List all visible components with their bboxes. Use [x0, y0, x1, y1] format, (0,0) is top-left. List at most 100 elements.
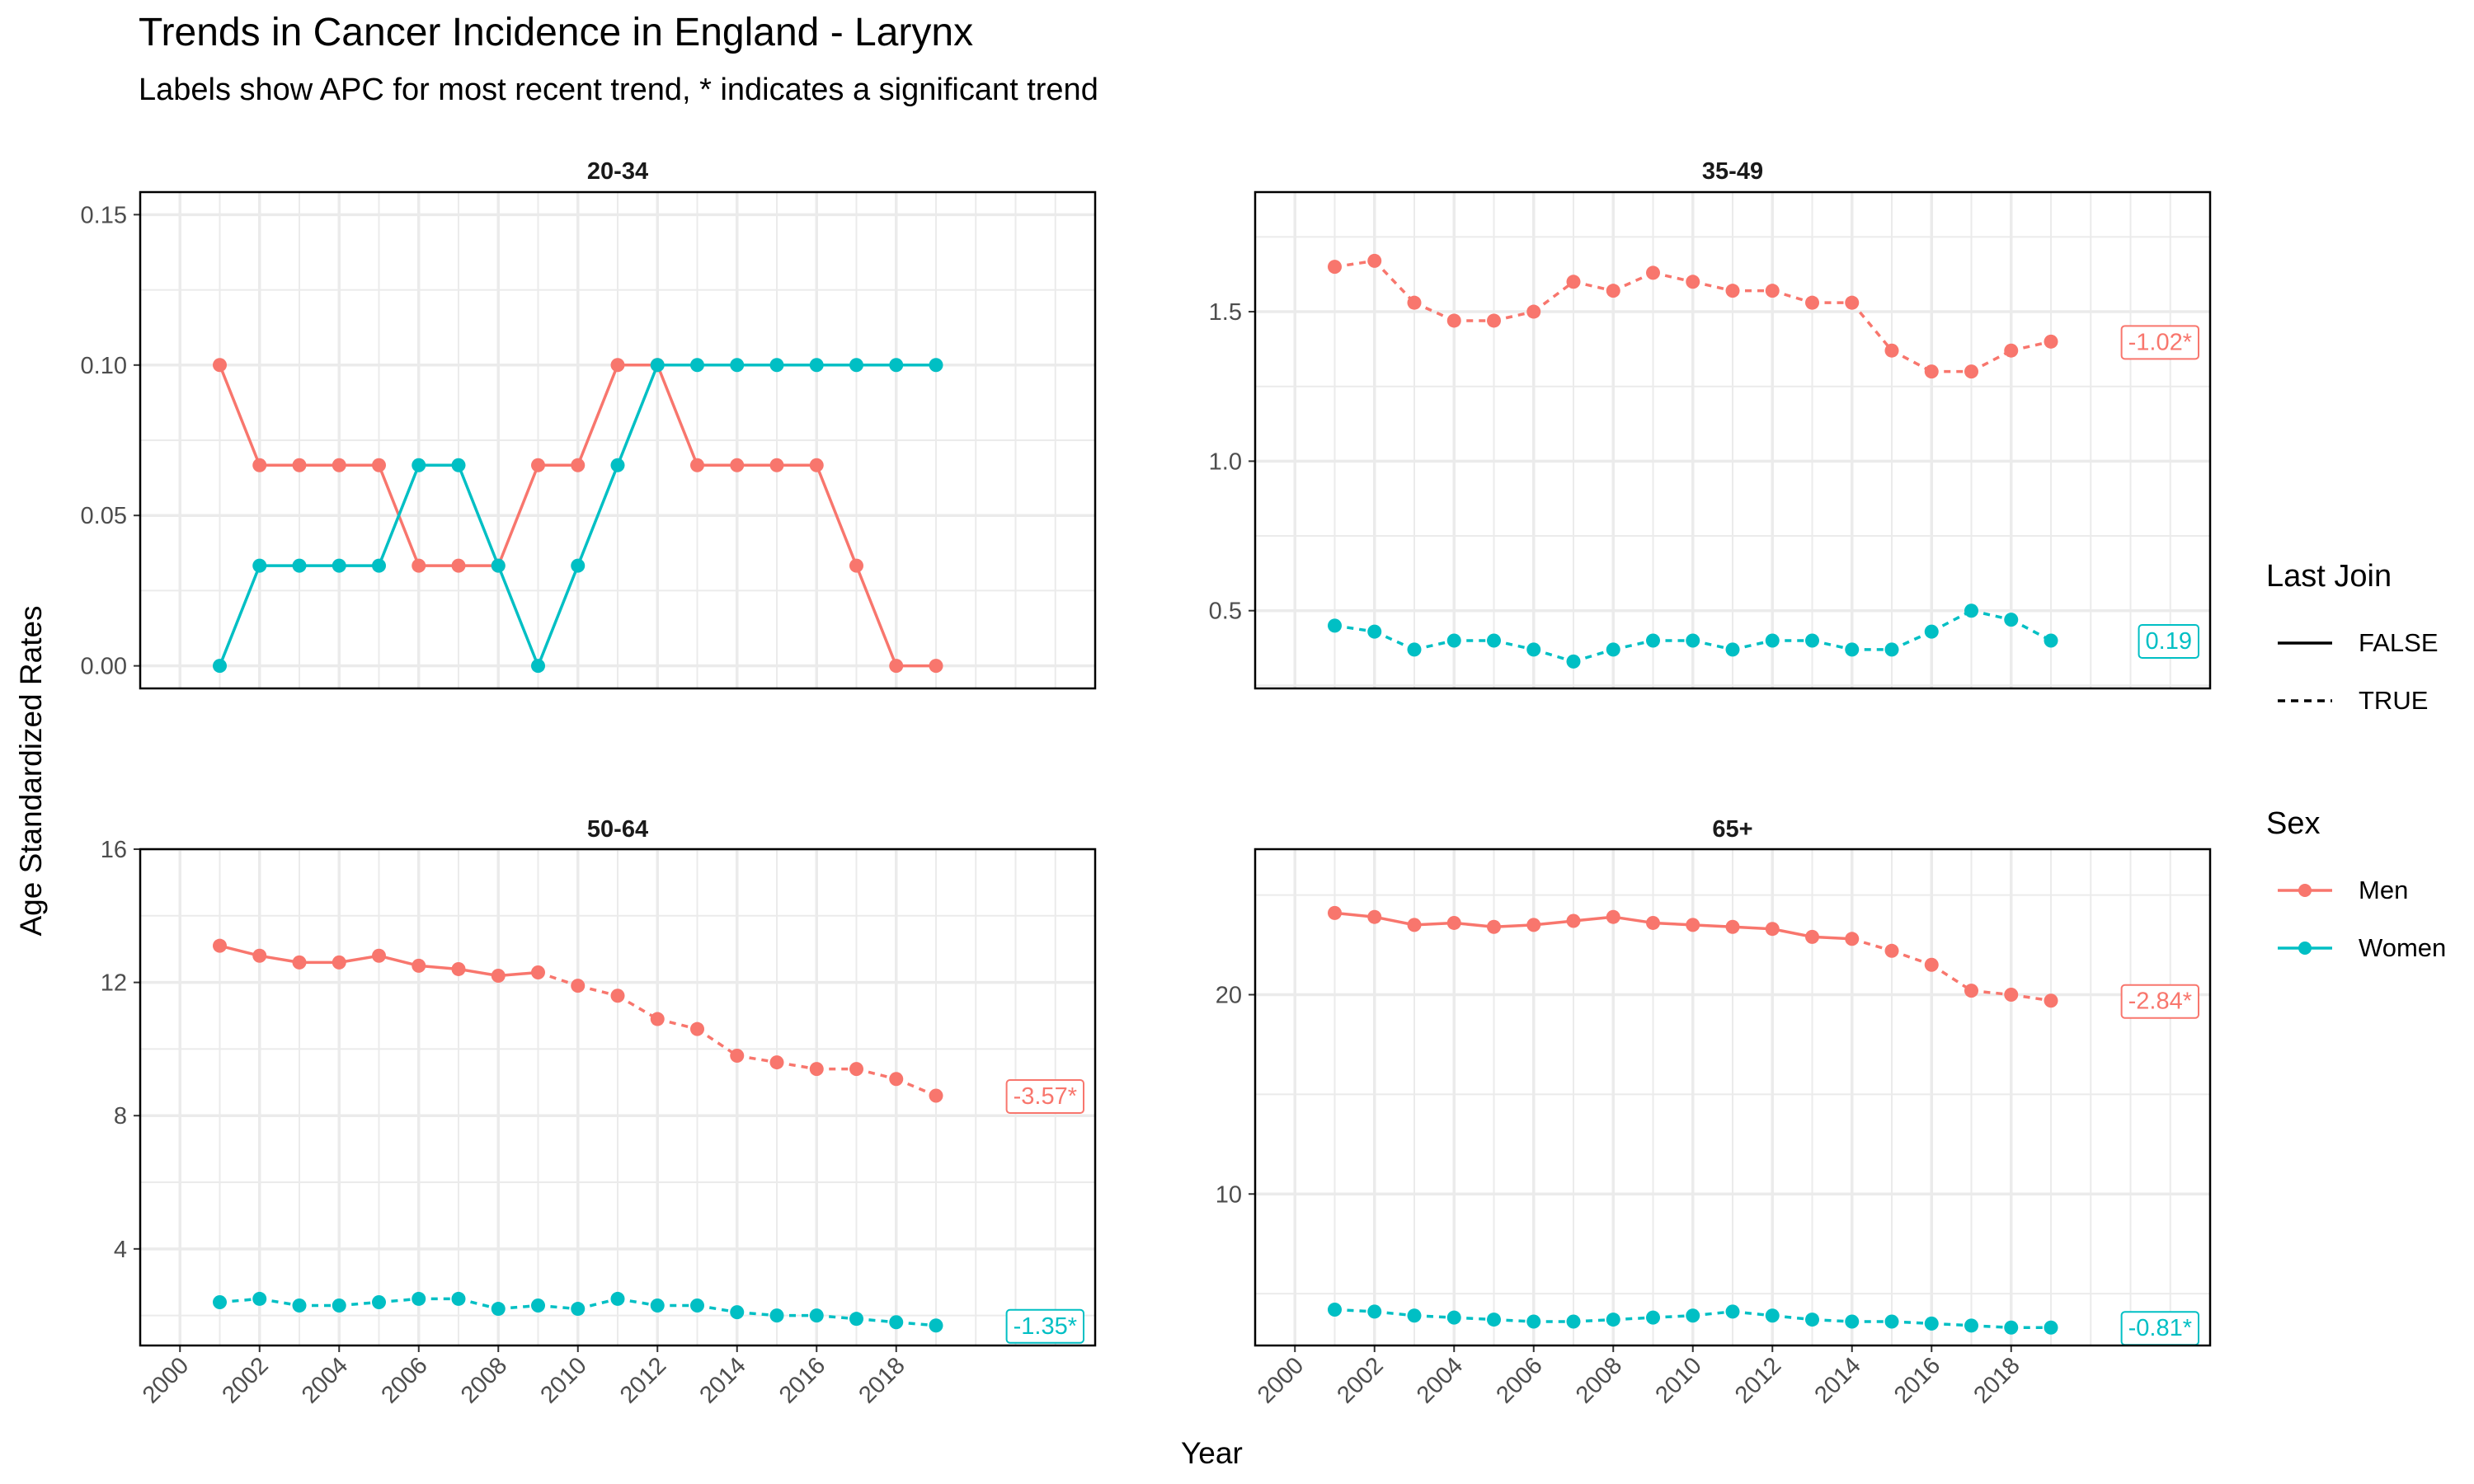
- series-line-women: [2010, 618, 2052, 642]
- data-point-women: [730, 358, 745, 373]
- apc-label-box-women: [1005, 1308, 1084, 1344]
- data-point-women: [213, 1294, 227, 1309]
- data-point-women: [1487, 633, 1501, 648]
- data-point-women: [1646, 1310, 1660, 1325]
- data-point-men: [1487, 313, 1501, 328]
- data-point-women: [292, 558, 307, 573]
- data-point-women: [1328, 618, 1342, 633]
- apc-label-women: -1.35*: [1014, 1313, 1077, 1340]
- data-point-men: [889, 1072, 904, 1087]
- data-point-men: [1407, 295, 1422, 310]
- data-point-women: [730, 1305, 745, 1320]
- data-point-men: [730, 458, 745, 472]
- data-point-women: [292, 1298, 307, 1313]
- y-tick-label: 16: [101, 837, 127, 863]
- apc-label-box-women: [2138, 623, 2199, 659]
- data-point-women: [809, 358, 824, 373]
- apc-label-women: -0.81*: [2128, 1315, 2192, 1341]
- data-point-men: [809, 458, 824, 472]
- data-point-men: [531, 965, 545, 979]
- data-point-women: [690, 1298, 704, 1313]
- data-point-men: [2044, 993, 2058, 1008]
- data-point-men: [292, 955, 307, 970]
- data-point-men: [1328, 905, 1342, 920]
- data-point-men: [451, 961, 466, 976]
- data-point-men: [2004, 343, 2019, 358]
- data-point-women: [2004, 1320, 2019, 1335]
- x-tick-label: 2008: [456, 1352, 512, 1408]
- data-point-men: [1884, 343, 1899, 358]
- data-point-women: [1367, 624, 1382, 639]
- data-point-women: [1884, 1314, 1899, 1329]
- data-point-women: [252, 1291, 267, 1306]
- data-point-women: [1765, 1308, 1780, 1323]
- data-point-men: [1526, 918, 1541, 932]
- data-point-men: [1566, 275, 1581, 289]
- data-point-women: [571, 558, 586, 573]
- data-point-men: [1646, 915, 1660, 930]
- series-line-men: [656, 364, 699, 466]
- data-point-women: [1805, 1313, 1819, 1327]
- series-line-men: [218, 364, 261, 466]
- data-point-men: [769, 458, 784, 472]
- legend-item-false-label: FALSE: [2359, 628, 2439, 657]
- data-point-men: [1924, 957, 1939, 972]
- data-point-women: [531, 659, 545, 674]
- data-point-men: [292, 458, 307, 472]
- data-point-women: [571, 1302, 586, 1317]
- x-tick-label: 2008: [1571, 1352, 1627, 1408]
- data-point-women: [1328, 1302, 1342, 1317]
- data-point-men: [1367, 253, 1382, 268]
- data-point-men: [1446, 915, 1461, 930]
- x-tick-label: 2002: [217, 1352, 273, 1408]
- legend-item-true-label: TRUE: [2359, 686, 2429, 715]
- data-point-men: [451, 558, 466, 573]
- data-point-men: [889, 659, 904, 674]
- panel-border: [1253, 190, 2212, 690]
- x-tick-label: 2010: [535, 1352, 591, 1408]
- data-point-men: [491, 969, 506, 984]
- y-tick-label: 20: [1216, 982, 1242, 1008]
- data-point-women: [650, 1298, 665, 1313]
- y-tick-label: 12: [101, 970, 127, 997]
- data-point-women: [412, 1291, 426, 1306]
- legend-last-join-title: Last Join: [2266, 559, 2392, 594]
- x-tick-label: 2018: [1968, 1352, 2025, 1408]
- solid-line-swatch: [2278, 641, 2332, 645]
- apc-label-men: -3.57*: [1014, 1083, 1077, 1110]
- data-point-women: [491, 558, 506, 573]
- data-point-women: [2044, 633, 2058, 648]
- data-point-women: [451, 458, 466, 472]
- x-tick-label: 2014: [1809, 1352, 1865, 1408]
- data-point-women: [769, 1308, 784, 1323]
- data-point-men: [1526, 304, 1541, 319]
- data-point-women: [1964, 603, 1978, 618]
- series-line-women: [218, 565, 261, 667]
- panel-title-50-64: 50-64: [587, 816, 648, 843]
- apc-label-box-men: [2120, 325, 2199, 360]
- data-point-women: [1446, 1310, 1461, 1325]
- series-line-men: [617, 994, 659, 1021]
- data-point-women: [1884, 642, 1899, 657]
- series-line-men: [496, 464, 540, 566]
- data-point-men: [1686, 918, 1700, 932]
- data-point-men: [929, 1088, 943, 1103]
- data-point-men: [1845, 295, 1860, 310]
- data-point-men: [849, 1062, 863, 1077]
- data-point-men: [610, 358, 625, 373]
- data-point-men: [252, 948, 267, 963]
- data-point-women: [332, 1298, 346, 1313]
- y-tick-label: 0.5: [1209, 599, 1242, 625]
- y-tick-label: 4: [114, 1237, 127, 1263]
- data-point-men: [1606, 284, 1620, 298]
- data-point-women: [690, 358, 704, 373]
- data-point-men: [213, 358, 227, 373]
- data-point-women: [491, 1302, 506, 1317]
- data-point-men: [1924, 364, 1939, 379]
- y-tick-label: 0.00: [81, 654, 127, 680]
- data-point-women: [1606, 642, 1620, 657]
- legend-item-men-label: Men: [2359, 876, 2409, 904]
- x-axis-label: Year: [1181, 1436, 1243, 1470]
- data-point-women: [1566, 1314, 1581, 1329]
- data-point-women: [1924, 624, 1939, 639]
